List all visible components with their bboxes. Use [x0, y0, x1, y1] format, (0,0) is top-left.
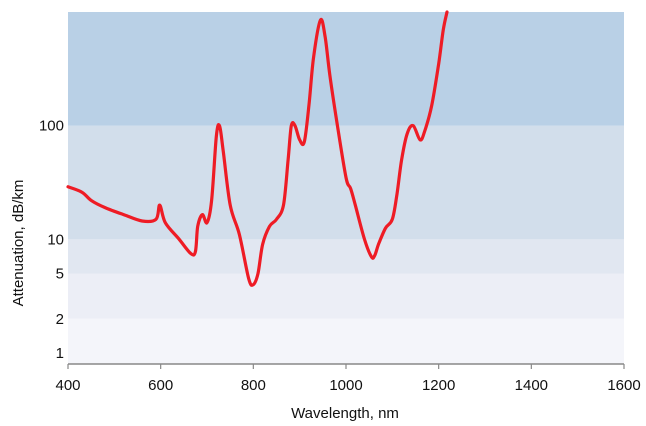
y-axis-title: Attenuation, dB/km: [10, 180, 27, 307]
attenuation-curve: [66, 10, 449, 287]
attenuation-bands: [68, 12, 624, 364]
x-tick-label: 400: [55, 377, 80, 394]
y-tick-label: 1: [56, 345, 64, 362]
x-tick-label: 600: [148, 377, 173, 394]
attenuation-band-2: [68, 239, 624, 274]
x-tick-label: 1200: [422, 377, 455, 394]
y-tick-label: 100: [39, 118, 64, 135]
y-axis-ticks: 1 2 5 10 100: [39, 118, 64, 362]
y-tick-label: 5: [56, 266, 64, 283]
x-tick-label: 1000: [329, 377, 362, 394]
attenuation-band-4: [68, 12, 624, 126]
attenuation-band-0: [68, 318, 624, 364]
y-tick-label: 2: [56, 311, 64, 328]
x-tick-label: 1600: [607, 377, 640, 394]
x-tick-label: 1400: [515, 377, 548, 394]
y-tick-label: 10: [47, 231, 64, 248]
x-axis-ticks: 400 600 800 1000 1200 1400 1600: [55, 364, 641, 394]
x-axis-title: Wavelength, nm: [291, 405, 399, 422]
attenuation-band-1: [68, 273, 624, 319]
x-tick-label: 800: [241, 377, 266, 394]
